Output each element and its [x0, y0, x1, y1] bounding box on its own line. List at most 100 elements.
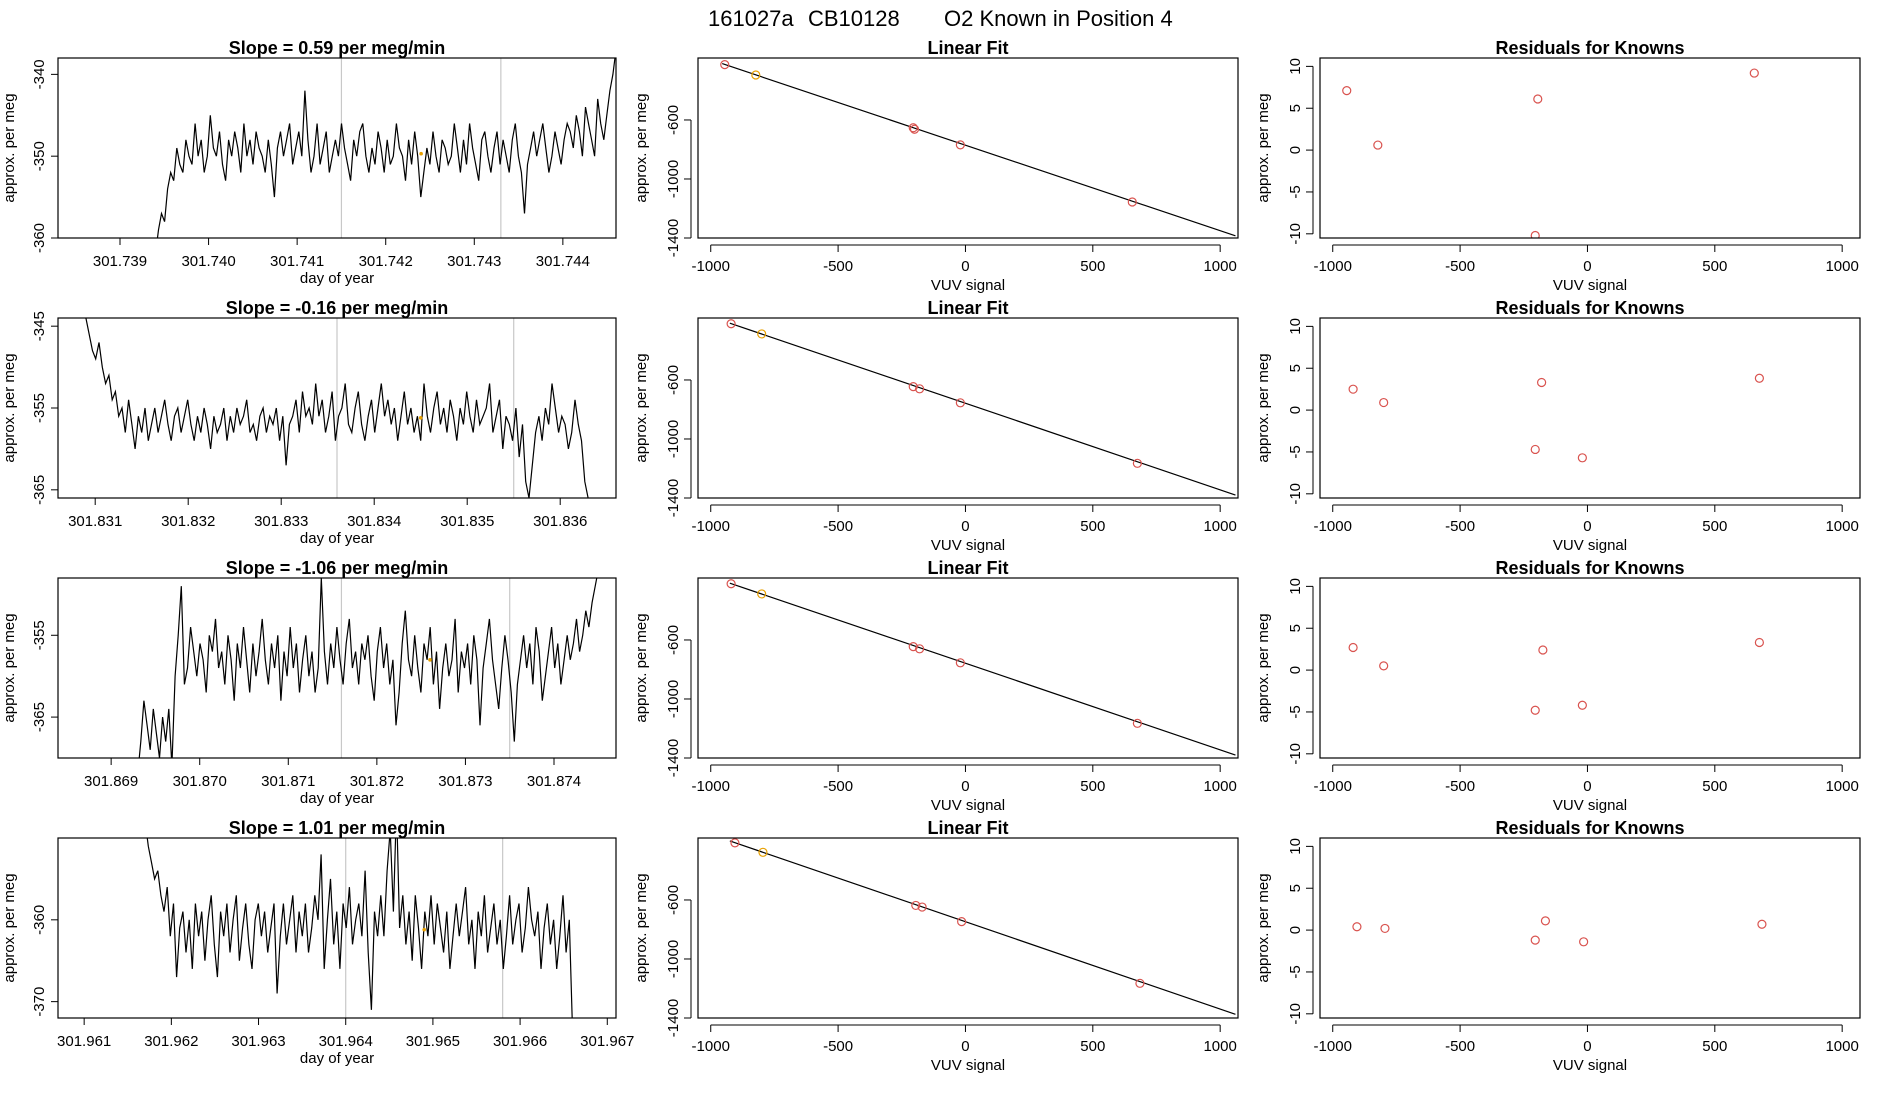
panel-fit3: Linear Fit -1000 -500 0 500 1000 VUV signal -60… [633, 558, 1239, 814]
panel-fit2: Linear Fit -1000 -500 0 500 1000 VUV signal -60… [633, 298, 1239, 554]
x-tick-label: -1000 [692, 258, 730, 275]
data-point [720, 60, 730, 70]
x-axis-label: day of year [300, 270, 374, 287]
panel-title: Linear Fit [927, 558, 1008, 578]
y-tick-label: 5 [1287, 624, 1304, 632]
data-point [1538, 645, 1548, 655]
panel-fit4: Linear Fit -1000 -500 0 500 1000 VUV signal -60… [633, 818, 1239, 1074]
data-point [1577, 453, 1587, 463]
x-tick-label: 301.873 [438, 773, 492, 790]
y-tick-label: -600 [665, 625, 682, 655]
x-tick-label: -500 [1445, 1038, 1475, 1055]
plot-area [146, 838, 573, 1018]
x-axis-label: VUV signal [931, 797, 1005, 814]
y-tick-label: 0 [1287, 666, 1304, 674]
x-tick-label: 1000 [1203, 778, 1236, 795]
y-axis-label: approx. per meg [1, 613, 18, 722]
panel-res1: Residuals for Knowns -1000 -500 0 500 1000 VUV… [1255, 38, 1861, 294]
plot-frame [697, 317, 1239, 499]
plot-frame [57, 57, 617, 239]
data-point-highlight [758, 847, 768, 857]
x-tick-label: 1000 [1825, 1038, 1858, 1055]
data-point [909, 124, 920, 134]
mean-marker [419, 151, 423, 156]
panel-title: Residuals for Knowns [1495, 38, 1684, 58]
x-tick-label: 1000 [1203, 1038, 1236, 1055]
x-axis-label: VUV signal [1553, 277, 1627, 294]
panel-title: Slope = -1.06 per meg/min [226, 558, 449, 578]
data-point [1380, 923, 1390, 934]
x-tick-label: 0 [1583, 258, 1591, 275]
plot-area [156, 58, 616, 238]
data-point-highlight [751, 70, 761, 80]
x-tick-label: 500 [1702, 518, 1727, 535]
x-tick-label: 301.833 [254, 513, 308, 530]
y-tick-label: -1000 [665, 160, 682, 198]
panel-title: Linear Fit [927, 38, 1008, 58]
mean-marker [428, 658, 432, 662]
data-point [908, 123, 918, 133]
panels: Slope = 0.59 per meg/min 301.739 301.740 30… [1, 38, 1861, 1074]
x-axis-label: day of year [300, 790, 374, 807]
y-tick-label: -1400 [665, 219, 682, 257]
data-point [1530, 935, 1540, 945]
panel-res2: Residuals for Knowns -1000 -500 0 500 1000 VUV… [1255, 298, 1861, 554]
fit-line [729, 840, 1236, 1015]
x-tick-label: 301.835 [440, 513, 494, 530]
x-tick-label: 301.832 [161, 513, 215, 530]
plot-frame [697, 577, 1239, 759]
figure-title-instrument: CB10128 [808, 6, 900, 31]
panel-ts4: Slope = 1.01 per meg/min 301.961 301.962 30… [1, 818, 634, 1067]
y-tick-label: -365 [31, 475, 48, 505]
data-point [917, 902, 927, 912]
figure-title-run: 161027a [708, 6, 794, 31]
data-point [1533, 94, 1543, 104]
y-tick-label: -600 [665, 885, 682, 915]
x-axis-label: VUV signal [1553, 537, 1627, 554]
figure-title-position: O2 Known in Position 4 [944, 6, 1173, 31]
x-tick-label: -1000 [1314, 1038, 1352, 1055]
x-tick-label: 500 [1702, 778, 1727, 795]
y-tick-label: -1000 [665, 940, 682, 978]
data-point [1132, 718, 1142, 728]
panel-ts2: Slope = -0.16 per meg/min 301.831 301.832 3… [1, 298, 617, 547]
panel-title: Residuals for Knowns [1495, 818, 1684, 838]
y-tick-label: 10 [1287, 578, 1304, 595]
y-tick-label: -10 [1287, 743, 1304, 765]
y-axis-label: approx. per meg [1255, 93, 1272, 202]
fit-line [722, 63, 1236, 237]
y-axis-label: approx. per meg [633, 613, 650, 722]
y-tick-label: 0 [1287, 146, 1304, 154]
y-tick-label: -355 [31, 393, 48, 423]
x-tick-label: -1000 [692, 518, 730, 535]
y-tick-label: -10 [1287, 223, 1304, 245]
x-tick-label: 0 [961, 778, 969, 795]
data-point [915, 644, 925, 654]
x-tick-label: 1000 [1203, 518, 1236, 535]
y-tick-label: -1400 [665, 479, 682, 517]
y-axis-label: approx. per meg [1, 93, 18, 202]
x-tick-label: 0 [1583, 778, 1591, 795]
data-point [1132, 458, 1142, 468]
x-tick-label: -500 [823, 518, 853, 535]
x-tick-label: -500 [1445, 518, 1475, 535]
plot-frame [1319, 317, 1861, 499]
data-point-highlight [757, 329, 767, 339]
data-point [1135, 978, 1145, 988]
x-axis-label: day of year [300, 530, 374, 547]
x-tick-label: 500 [1702, 1038, 1727, 1055]
plot-area [1348, 637, 1764, 715]
x-tick-label: -1000 [1314, 518, 1352, 535]
y-tick-label: -5 [1287, 705, 1304, 718]
data-point [1348, 384, 1358, 394]
y-axis-label: approx. per meg [1, 873, 18, 982]
plot-area [1348, 373, 1764, 463]
plot-area [726, 319, 1236, 496]
x-tick-label: -500 [823, 1038, 853, 1055]
plot-frame [57, 837, 617, 1019]
x-tick-label: 301.836 [533, 513, 587, 530]
x-tick-label: 0 [1583, 518, 1591, 535]
x-axis-label: VUV signal [1553, 1057, 1627, 1074]
x-tick-label: 1000 [1203, 258, 1236, 275]
